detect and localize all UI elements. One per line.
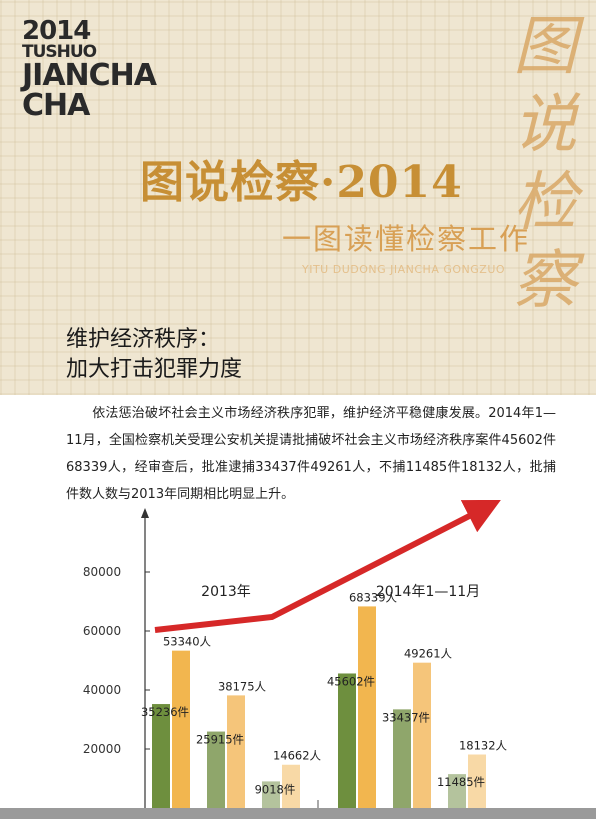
bar-label-persons: 53340人: [163, 635, 212, 649]
bar-label-cases: 9018件: [255, 782, 296, 796]
trend-arrow: [154, 500, 502, 633]
logo-year: 2014: [22, 16, 91, 46]
bar-label-persons: 14662人: [273, 749, 322, 763]
bar-cases: [393, 709, 411, 808]
y-axis-arrow: [141, 508, 149, 518]
header-banner: 2014 TUSHUO JIANCHA CHA 图说检察 图说检察·2014 一…: [0, 0, 596, 395]
body-paragraph: 依法惩治破坏社会主义市场经济秩序犯罪，维护经济平稳健康发展。2014年1—11月…: [66, 400, 556, 508]
bar-cases: [338, 673, 356, 808]
bar-cases: [262, 781, 280, 808]
bar-cases: [207, 731, 225, 808]
section-heading: 维护经济秩序： 加大打击犯罪力度: [66, 325, 242, 385]
bar-persons: [413, 662, 431, 808]
logo-cha: CHA: [22, 88, 90, 123]
y-tick-label: 60000: [83, 624, 121, 638]
bar-label-cases: 25915件: [196, 733, 244, 747]
logo: 2014 TUSHUO JIANCHA CHA: [22, 16, 157, 123]
bar-chart: 20000 40000 60000 80000 35236件 53340人 25915件 3…: [83, 500, 508, 808]
logo-tushuo: TUSHUO: [22, 42, 97, 62]
bar-persons: [172, 650, 190, 808]
bar-label-persons: 18132人: [459, 739, 508, 753]
sub-title: 一图读懂检察工作: [282, 222, 531, 256]
bar-label-persons: 49261人: [404, 647, 453, 661]
bar-label-persons: 38175人: [218, 679, 267, 693]
group-label: 2014年1—11月: [376, 584, 480, 600]
bar-persons: [282, 764, 300, 808]
bar-cases: [152, 704, 170, 808]
pinyin-subtitle: YITU DUDONG JIANCHA GONGZUO: [302, 263, 506, 276]
calligraphy-watermark: 图说检察: [513, 10, 577, 318]
heading-line-2: 加大打击犯罪力度: [66, 357, 243, 382]
bottom-bar: [0, 808, 596, 819]
y-tick-label: 40000: [83, 683, 121, 697]
bar-label-cases: 45602件: [327, 674, 375, 688]
main-title: 图说检察·2014: [140, 157, 463, 208]
y-tick-label: 80000: [83, 565, 121, 579]
paragraph-text: 依法惩治破坏社会主义市场经济秩序犯罪，维护经济平稳健康发展。2014年1—11月…: [66, 406, 556, 502]
heading-line-1: 维护经济秩序：: [66, 327, 221, 352]
bar-label-persons: 68339人: [349, 590, 398, 604]
bar-persons: [227, 695, 245, 808]
bar-persons: [468, 754, 486, 808]
bar-cases: [448, 774, 466, 808]
group-label: 2013年: [201, 584, 251, 600]
y-tick-label: 20000: [83, 742, 121, 756]
bar-label-cases: 35236件: [141, 705, 189, 719]
logo-jian: JIANCHA: [22, 58, 157, 93]
bar-label-cases: 11485件: [437, 775, 485, 789]
bar-label-cases: 33437件: [382, 710, 430, 724]
bar-persons: [358, 606, 376, 808]
